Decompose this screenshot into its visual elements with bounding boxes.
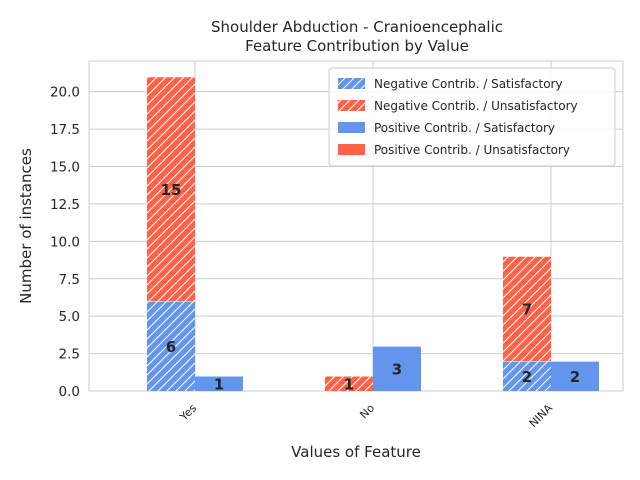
legend-swatch-hatch <box>338 78 365 89</box>
y-tick-label: 2.5 <box>59 347 80 363</box>
y-tick-label: 5.0 <box>59 309 80 325</box>
y-tick-label: 7.5 <box>59 272 80 288</box>
legend: Negative Contrib. / Satisfactory Negative… <box>328 67 616 167</box>
x-tick-label: No <box>357 401 377 421</box>
bar-hatch-overlay <box>503 361 551 391</box>
y-axis-label: Number of instances <box>17 148 35 304</box>
legend-swatch <box>338 144 365 155</box>
legend-box <box>328 67 616 167</box>
x-axis-label: Values of Feature <box>291 443 421 461</box>
data-label: 2 <box>522 368 532 386</box>
legend-entry: Negative Contrib. / Unsatisfactory <box>374 99 578 113</box>
legend-entry: Negative Contrib. / Satisfactory <box>374 77 563 91</box>
y-tick-label: 20.0 <box>50 85 80 101</box>
y-tick-label: 12.5 <box>50 197 80 213</box>
bar-positive-satisfactory-no <box>373 346 421 391</box>
chart-title: Shoulder Abduction - CranioencephalicFea… <box>211 18 503 55</box>
data-label: 3 <box>392 361 402 379</box>
data-label: 7 <box>522 301 532 319</box>
bar-positive-satisfactory-yes <box>195 376 243 391</box>
legend-entry: Positive Contrib. / Unsatisfactory <box>374 143 570 157</box>
data-label: 15 <box>161 181 182 199</box>
data-label: 6 <box>166 338 176 356</box>
bar-hatch-overlay <box>503 256 551 362</box>
legend-swatch-hatch <box>338 100 365 111</box>
x-tick-label: Yes <box>177 401 200 424</box>
y-tick-label: 0.0 <box>59 384 80 400</box>
bar-hatch-overlay <box>147 76 195 302</box>
bars <box>147 76 599 391</box>
bar-hatch-overlay <box>325 376 373 391</box>
data-label: 1 <box>214 376 224 394</box>
y-tick-label: 17.5 <box>50 122 80 138</box>
chart-title-line: Shoulder Abduction - Cranioencephalic <box>211 18 503 36</box>
data-labels: 15 6 1 1 3 7 2 2 <box>161 181 581 394</box>
x-tick-label: NINA <box>527 401 556 430</box>
y-tick-label: 15.0 <box>50 160 80 176</box>
chart-title-line: Feature Contribution by Value <box>245 37 469 55</box>
legend-entry: Positive Contrib. / Satisfactory <box>374 121 555 135</box>
bar-hatch-overlay <box>147 301 195 391</box>
data-label: 1 <box>344 376 354 394</box>
bar-positive-satisfactory-nina <box>551 361 599 391</box>
data-label: 2 <box>570 368 580 386</box>
y-tick-label: 10.0 <box>50 234 80 250</box>
legend-swatch <box>338 122 365 133</box>
